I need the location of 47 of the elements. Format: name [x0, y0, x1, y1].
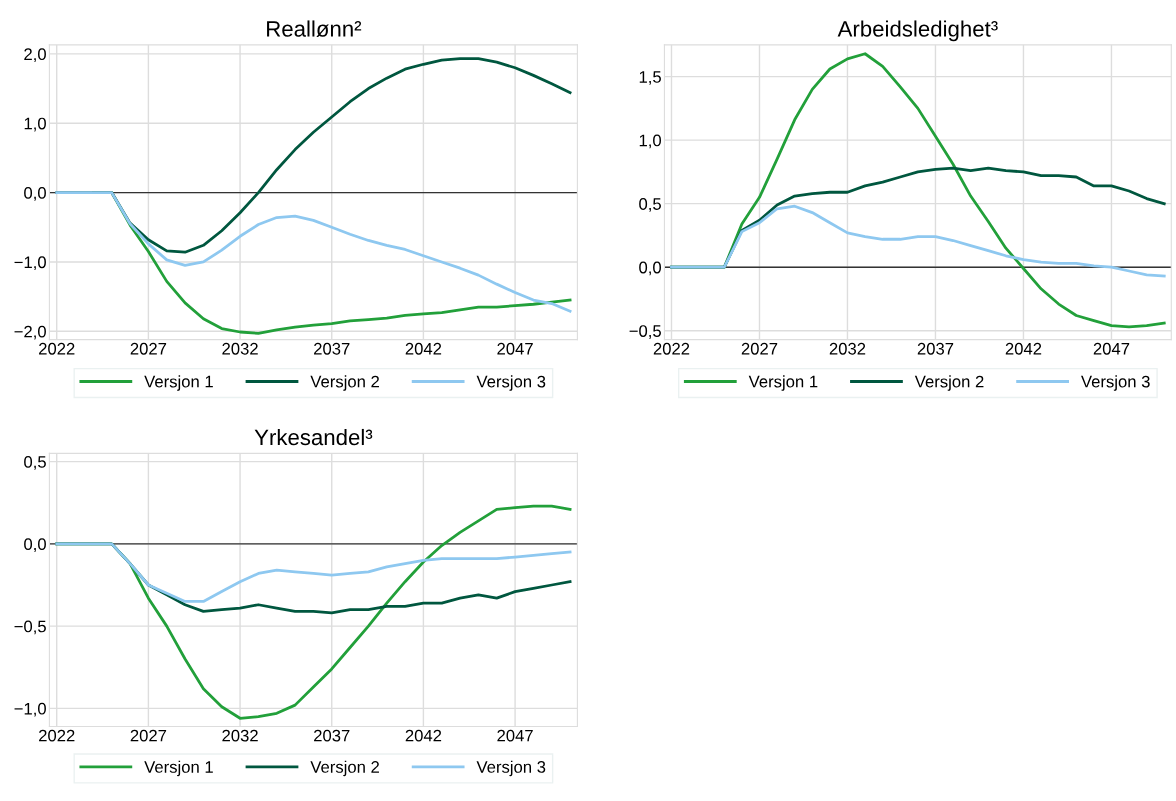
y-tick-label: 0,5	[24, 455, 46, 470]
legend-label: Versjon 1	[144, 760, 213, 777]
y-tick-label: 0,5	[639, 198, 661, 212]
y-tick-label: 1,0	[24, 117, 46, 132]
x-tick-label: 2037	[314, 729, 350, 742]
y-tick-label: 0,0	[24, 186, 46, 201]
legend-label: Versjon 3	[476, 760, 546, 777]
y-tick-label: −1,0	[14, 256, 46, 271]
x-tick-label: 2037	[314, 342, 350, 355]
x-tick-label: 2047	[1093, 342, 1130, 355]
y-tick-label: −1,0	[14, 702, 46, 717]
x-tick-label: 2022	[39, 729, 75, 742]
y-tick-label: −0,5	[629, 325, 661, 339]
x-tick-label: 2032	[222, 729, 258, 742]
x-tick-label: 2047	[497, 729, 533, 742]
x-tick-label: 2027	[130, 342, 167, 355]
legend-label: Versjon 1	[144, 375, 213, 391]
chart-title: Reallønn²	[267, 20, 362, 37]
x-tick-label: 2022	[653, 342, 690, 355]
x-tick-label: 2032	[829, 342, 866, 355]
x-tick-label: 2027	[130, 729, 167, 742]
x-tick-label: 2042	[1005, 342, 1042, 355]
y-tick-label: 0,0	[639, 261, 662, 276]
x-tick-label: 2027	[741, 342, 778, 355]
y-tick-label: 1,0	[639, 134, 662, 149]
y-tick-label: 2,0	[24, 48, 46, 63]
line-series	[55, 191, 572, 313]
line-series	[670, 204, 1166, 278]
chart-title: Arbeidsledighet³	[837, 20, 998, 42]
legend-label: Versjon 2	[914, 375, 984, 391]
y-tick-label: −0,5	[14, 620, 46, 635]
legend-label: Versjon 3	[1081, 375, 1150, 391]
x-tick-label: 2032	[222, 342, 258, 355]
x-tick-label: 2047	[497, 342, 533, 355]
legend-label: Versjon 2	[310, 375, 379, 391]
x-tick-label: 2042	[405, 342, 442, 355]
x-tick-label: 2037	[917, 342, 954, 355]
y-tick-label: −2,0	[14, 325, 46, 340]
y-tick-label: 0,0	[24, 538, 46, 553]
y-tick-label: 1,5	[639, 71, 661, 85]
chart-title: Yrkesandel³	[254, 428, 373, 446]
legend-label: Versjon 1	[748, 375, 818, 391]
x-tick-label: 2022	[39, 342, 75, 355]
legend-label: Versjon 3	[476, 375, 546, 391]
legend-label: Versjon 2	[310, 760, 379, 777]
line-series	[55, 542, 572, 603]
x-tick-label: 2042	[405, 729, 442, 742]
